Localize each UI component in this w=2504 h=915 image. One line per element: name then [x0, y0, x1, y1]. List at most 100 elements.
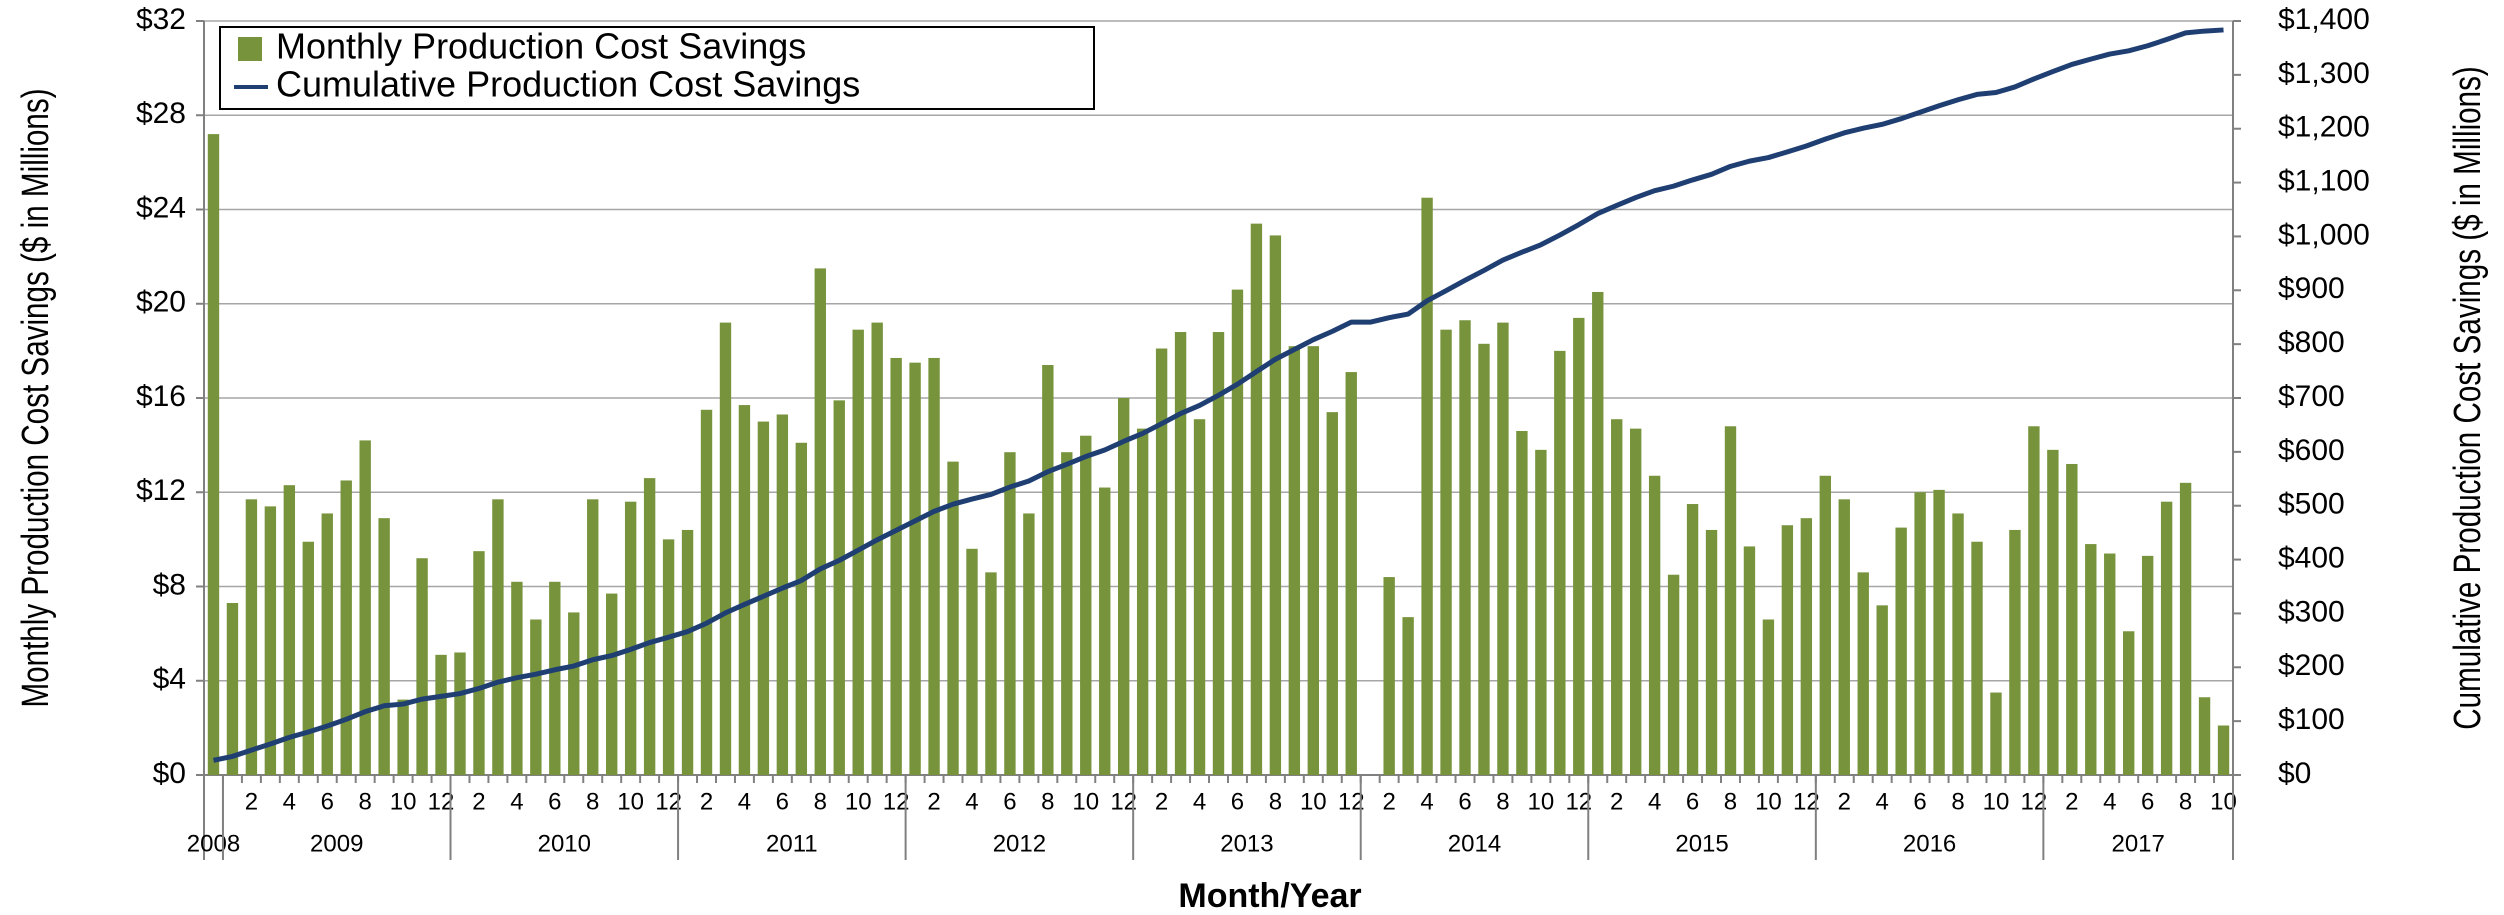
- y2-tick-label: $800: [2278, 326, 2345, 359]
- x-tick-label: 2: [1155, 788, 1168, 815]
- x-tick-label: 4: [1648, 788, 1661, 815]
- year-label: 2011: [766, 830, 818, 857]
- bar: [1611, 419, 1623, 775]
- bar: [530, 619, 542, 775]
- bar: [454, 652, 466, 775]
- y-tick-label: $20: [136, 286, 186, 319]
- x-tick-label: 6: [2141, 788, 2154, 815]
- x-tick-label: 8: [1724, 788, 1737, 815]
- bar: [1231, 289, 1244, 775]
- bar: [1838, 499, 1850, 775]
- y-tick-label: $4: [153, 663, 186, 696]
- bar: [1857, 572, 1869, 775]
- x-tick-label: 10: [1528, 788, 1555, 815]
- line: [212, 27, 2224, 763]
- x-tick-label: 2: [245, 788, 258, 815]
- x-tick-label: 2: [700, 788, 713, 815]
- x-tick-label: 8: [586, 788, 599, 815]
- bar: [2217, 725, 2230, 775]
- bar: [1174, 332, 1187, 775]
- bar: [643, 478, 656, 775]
- x-axis-title: Month/Year: [1178, 877, 1361, 915]
- y-tick-label: $24: [136, 191, 186, 224]
- bar: [2104, 553, 2116, 775]
- x-tick-label: 2: [1382, 788, 1395, 815]
- x-tick-label: 10: [617, 788, 644, 815]
- bar: [1288, 346, 1301, 775]
- y-tick-label: $32: [136, 3, 186, 36]
- legend-box: [219, 26, 1095, 110]
- y2-tick-label: $1,200: [2278, 111, 2370, 144]
- year-label: 2014: [1448, 830, 1501, 857]
- bar: [1876, 605, 1888, 775]
- bar: [719, 322, 732, 775]
- bar: [2123, 631, 2135, 775]
- bar: [1023, 513, 1035, 775]
- y-tick-label: $0: [153, 757, 186, 790]
- bar: [2085, 544, 2097, 775]
- bar: [1307, 346, 1320, 775]
- bar: [1952, 513, 1964, 775]
- x-tick-label: 8: [1496, 788, 1509, 815]
- bar: [1042, 365, 1054, 775]
- x-tick-label: 4: [283, 788, 296, 815]
- bar: [1629, 428, 1642, 775]
- bar: [2198, 697, 2211, 775]
- bar: [283, 485, 296, 775]
- bar: [1440, 329, 1452, 775]
- bar: [1478, 343, 1490, 775]
- y2-axis-title: Cumulative Production Cost Savings ($ in…: [2447, 66, 2489, 730]
- bar: [1099, 487, 1111, 775]
- bar: [492, 499, 504, 775]
- bar: [795, 442, 808, 775]
- y-tick-label: $8: [153, 568, 186, 601]
- bar: [1971, 541, 1983, 775]
- bar: [1193, 419, 1206, 775]
- bar: [1743, 546, 1756, 775]
- bar: [814, 268, 826, 775]
- bar: [1535, 449, 1547, 775]
- x-tick-label: 4: [965, 788, 978, 815]
- x-tick-label: 8: [1041, 788, 1054, 815]
- bar: [435, 654, 447, 775]
- bar: [1250, 223, 1263, 775]
- bar: [1724, 426, 1737, 775]
- x-tick-label: 4: [1876, 788, 1889, 815]
- bar: [2160, 501, 2173, 775]
- y2-tick-label: $1,100: [2278, 164, 2370, 197]
- x-tick-label: 6: [1231, 788, 1244, 815]
- x-tick-label: 4: [1193, 788, 1206, 815]
- bar: [662, 539, 675, 775]
- bar: [1895, 527, 1907, 775]
- bar: [2066, 463, 2078, 775]
- x-tick-label: 6: [548, 788, 561, 815]
- bar: [2047, 449, 2059, 775]
- x-tick-label: 2: [1610, 788, 1623, 815]
- bar: [1117, 398, 1130, 775]
- x-tick-label: 8: [2179, 788, 2192, 815]
- bar: [966, 548, 978, 775]
- bar: [1667, 574, 1680, 775]
- x-tick-label: 10: [1072, 788, 1099, 815]
- bar: [1326, 412, 1338, 775]
- bar: [473, 551, 485, 775]
- bar: [985, 572, 997, 775]
- bar: [1554, 350, 1566, 775]
- bar: [587, 499, 599, 775]
- bar: [1762, 619, 1775, 775]
- y2-tick-label: $100: [2278, 703, 2345, 736]
- bar: [1819, 475, 1831, 775]
- bar: [1516, 430, 1528, 775]
- x-tick-label: 4: [510, 788, 523, 815]
- x-tick-label: 4: [1420, 788, 1433, 815]
- bar: [1421, 197, 1433, 775]
- year-label: 2015: [1675, 830, 1728, 857]
- x-tick-label: 10: [1983, 788, 2010, 815]
- y2-tick-label: $600: [2278, 434, 2345, 467]
- x-tick-label: 8: [359, 788, 372, 815]
- x-tick-label: 2: [2065, 788, 2078, 815]
- bar: [1080, 435, 1092, 775]
- bar: [1402, 617, 1414, 775]
- x-tick-label: 4: [738, 788, 751, 815]
